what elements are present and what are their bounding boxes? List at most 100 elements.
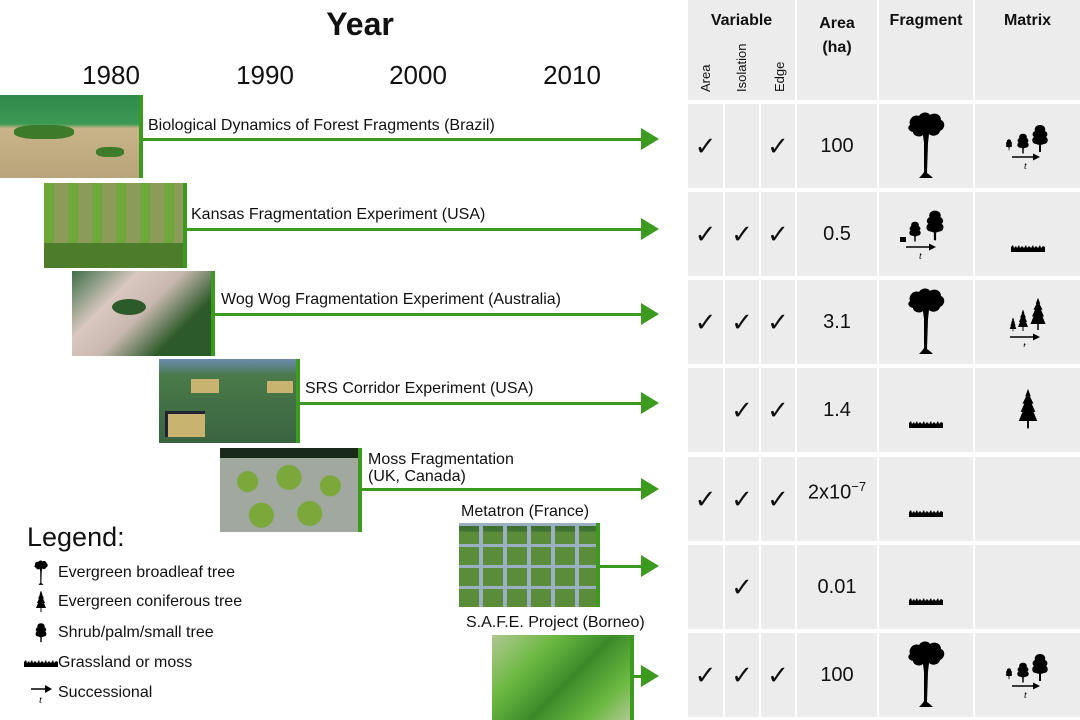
timeline-arrow-bdffp — [143, 138, 643, 141]
table-cell-fragment: t — [879, 192, 973, 276]
experiment-label-moss: Moss Fragmentation (UK, Canada) — [368, 451, 514, 485]
legend-label: Grassland or moss — [58, 654, 193, 671]
successional-arrow-icon: t — [24, 682, 58, 704]
arrow-head-icon — [641, 128, 659, 150]
legend-item-shrub: Shrub/palm/small tree — [24, 622, 214, 644]
table-cell-area-ha: 0.5 — [797, 192, 877, 276]
table-cell-isolation: ✓ — [725, 545, 759, 629]
header-matrix-cell: Matrix — [975, 0, 1080, 100]
table-cell-fragment — [879, 368, 973, 452]
evergreen-coniferous-tree-icon — [24, 590, 58, 614]
area-value: 1.4 — [823, 399, 851, 421]
table-cell-area-ha: 2x10−7 — [797, 457, 877, 541]
table-cell-area-ha: 100 — [797, 104, 877, 188]
timeline-title: Year — [326, 6, 394, 42]
table-cell-area-ha: 100 — [797, 633, 877, 717]
table-cell-fragment — [879, 457, 973, 541]
photo-bdffp — [0, 95, 143, 178]
table-cell-matrix — [975, 545, 1080, 629]
table-cell-edge: ✓ — [761, 457, 795, 541]
photo-kansas — [44, 183, 187, 268]
table-cell-fragment — [879, 545, 973, 629]
header-variable-cell: Variable Area Isolation Edge — [688, 0, 795, 100]
table-cell-area-ha: 3.1 — [797, 280, 877, 364]
table-cell-area — [688, 368, 723, 452]
arrow-head-icon — [641, 218, 659, 240]
arrow-head-icon — [641, 303, 659, 325]
area-value: 3.1 — [823, 311, 851, 333]
checkmark-icon: ✓ — [731, 307, 753, 337]
header-area-line2: (ha) — [822, 39, 852, 56]
checkmark-icon: ✓ — [767, 219, 789, 249]
experiment-label-wogwog: Wog Wog Fragmentation Experiment (Austra… — [221, 291, 561, 308]
attributes-table: Variable Area Isolation Edge Area (ha) F… — [686, 0, 1080, 720]
grassland-icon — [24, 659, 58, 667]
checkmark-icon: ✓ — [731, 395, 753, 425]
arrow-head-icon — [641, 392, 659, 414]
legend-item-successional: t Successional — [24, 682, 152, 704]
arrow-head-icon — [641, 478, 659, 500]
checkmark-icon: ✓ — [694, 131, 717, 161]
legend-label: Successional — [58, 684, 153, 701]
year-tick-2000: 2000 — [389, 60, 447, 90]
checkmark-icon: ✓ — [767, 395, 789, 425]
area-value: 2x10−7 — [807, 479, 867, 504]
header-fragment: Fragment — [889, 12, 963, 29]
table-cell-isolation: ✓ — [725, 457, 759, 541]
table-cell-isolation: ✓ — [725, 368, 759, 452]
legend-item-grassland: Grassland or moss — [24, 652, 192, 674]
table-cell-isolation: ✓ — [725, 280, 759, 364]
header-variable-area: Area — [698, 64, 713, 92]
evergreen-broadleaf-tree-icon — [879, 104, 973, 188]
grassland-icon — [879, 368, 973, 452]
table-cell-area: ✓ — [688, 104, 723, 188]
photo-srs — [159, 359, 300, 443]
table-cell-area: ✓ — [688, 633, 723, 717]
svg-text:t: t — [1024, 690, 1027, 698]
timeline-arrow-kansas — [187, 228, 643, 231]
successional-shrub-icon: t — [975, 104, 1080, 188]
experiment-label-metatron: Metatron (France) — [461, 503, 590, 520]
table-cell-matrix: t — [975, 104, 1080, 188]
timeline-arrow-moss — [362, 488, 643, 491]
photo-moss — [220, 448, 362, 532]
arrow-head-icon — [641, 555, 659, 577]
checkmark-icon: ✓ — [731, 572, 753, 602]
table-cell-edge: ✓ — [761, 368, 795, 452]
table-cell-fragment — [879, 104, 973, 188]
photo-safe — [492, 635, 634, 720]
checkmark-icon: ✓ — [731, 219, 753, 249]
grassland-icon — [879, 457, 973, 541]
table-cell-area-ha: 0.01 — [797, 545, 877, 629]
year-tick-1980: 1980 — [82, 60, 140, 90]
table-cell-area-ha: 1.4 — [797, 368, 877, 452]
table-cell-fragment — [879, 280, 973, 364]
header-variable-isolation: Isolation — [734, 43, 749, 92]
table-cell-isolation: ✓ — [725, 192, 759, 276]
timeline-arrow-safe — [634, 675, 643, 678]
header-fragment-cell: Fragment — [879, 0, 973, 100]
table-cell-isolation: ✓ — [725, 633, 759, 717]
table-cell-edge: ✓ — [761, 192, 795, 276]
legend-item-broadleaf: Evergreen broadleaf tree — [24, 562, 235, 584]
table-cell-matrix: t — [975, 633, 1080, 717]
table-cell-area: ✓ — [688, 457, 723, 541]
header-variable-edge: Edge — [772, 61, 787, 92]
year-tick-1990: 1990 — [236, 60, 294, 90]
table-cell-edge: ✓ — [761, 104, 795, 188]
header-variable: Variable — [710, 12, 773, 29]
svg-text:t: t — [1024, 161, 1027, 169]
experiment-label-safe: S.A.F.E. Project (Borneo) — [466, 614, 645, 631]
checkmark-icon: ✓ — [767, 484, 789, 514]
photo-wogwog — [72, 271, 215, 356]
svg-text:t: t — [1023, 341, 1026, 347]
table-cell-matrix — [975, 368, 1080, 452]
legend-label: Evergreen broadleaf tree — [58, 564, 235, 581]
area-value: 100 — [820, 664, 854, 686]
legend-label: Evergreen coniferous tree — [58, 593, 243, 610]
table-cell-edge — [761, 545, 795, 629]
table-cell-matrix — [975, 457, 1080, 541]
legend-title: Legend: — [27, 522, 125, 552]
header-area: Area (ha) — [797, 12, 877, 60]
svg-text:t: t — [39, 694, 43, 704]
